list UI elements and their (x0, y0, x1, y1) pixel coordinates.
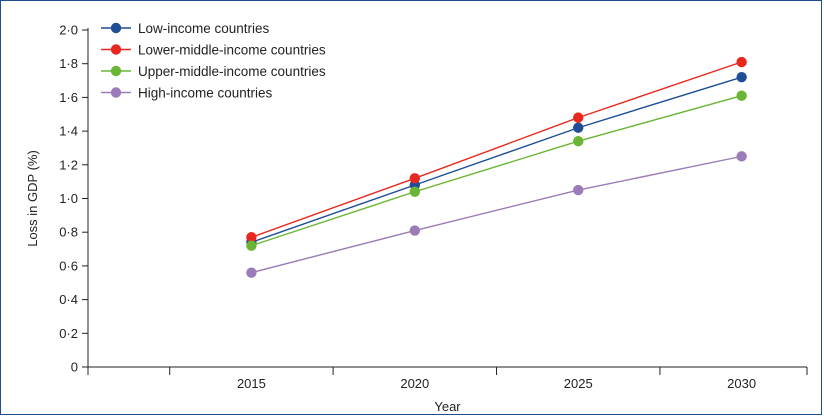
data-point (736, 71, 747, 83)
x-tick-label: 2015 (237, 376, 266, 391)
data-point (246, 240, 257, 251)
x-tick-label: 2020 (400, 376, 429, 391)
y-tick-label: 0·4 (59, 292, 78, 307)
series-layer (246, 56, 747, 278)
y-tick-label: 1·8 (59, 56, 78, 71)
data-point (573, 184, 584, 196)
data-point (246, 267, 257, 278)
y-tick-label: 0 (71, 360, 78, 375)
data-point (573, 136, 584, 147)
x-tick-label: 2025 (564, 376, 593, 391)
y-tick-label: 0·2 (59, 326, 78, 341)
series-line (251, 95, 742, 247)
y-tick-label: 2·0 (59, 23, 78, 38)
legend-label: Upper-middle-income countries (138, 64, 326, 79)
legend-marker (110, 87, 122, 98)
series-line (251, 76, 742, 243)
data-point (573, 122, 584, 133)
series-line (251, 61, 742, 238)
data-point (246, 232, 257, 243)
y-tick-label: 1·2 (59, 157, 78, 172)
legend-marker (110, 22, 122, 34)
y-tick-label: 1·6 (59, 90, 78, 105)
data-point (736, 56, 747, 68)
data-point (409, 186, 421, 197)
legend-marker (110, 44, 122, 55)
data-point (409, 173, 421, 184)
legend-label: High-income countries (138, 86, 273, 101)
legend-label: Low-income countries (138, 21, 270, 36)
data-point (736, 151, 747, 162)
data-point (409, 225, 421, 236)
y-tick-label: 0·8 (59, 225, 78, 240)
x-axis-title: Year (434, 399, 461, 414)
x-tick-label: 2030 (727, 376, 756, 391)
y-tick-label: 1·4 (59, 124, 78, 139)
axes: 0 0·2 0·4 0·6 0·8 1·0 1·2 1·4 1·6 1·8 2·0 2015 2020 2… (59, 23, 808, 391)
y-axis-title: Loss in GDP (%) (25, 150, 40, 247)
legend-marker (110, 65, 122, 77)
legend: Low-income countries Lower-middle-income … (101, 21, 326, 101)
y-tick-label: 0·6 (59, 258, 78, 273)
y-tick-label: 1·0 (59, 191, 78, 206)
series-line (251, 155, 742, 274)
data-point (573, 112, 584, 123)
data-point (736, 90, 747, 101)
legend-label: Lower-middle-income countries (138, 43, 326, 58)
